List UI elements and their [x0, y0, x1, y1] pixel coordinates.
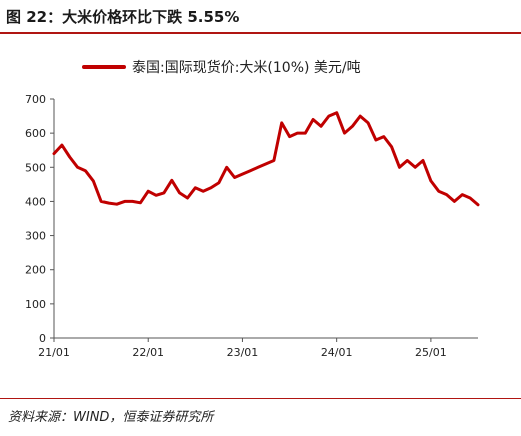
y-tick-label: 100 — [25, 298, 46, 311]
y-tick-label: 600 — [25, 127, 46, 140]
y-tick-label: 700 — [25, 93, 46, 106]
source-note: 资料来源：WIND，恒泰证券研究所 — [8, 410, 214, 425]
y-tick-label: 500 — [25, 161, 46, 174]
chart-legend: 泰国:国际现货价:大米(10%) 美元/吨 — [0, 56, 521, 80]
line-chart: 0 100 200 300 400 500 600 700 21/01 22/01 23/01 24/… — [25, 93, 480, 359]
x-tick-label: 21/01 — [38, 346, 70, 359]
x-tick-label: 24/01 — [321, 346, 353, 359]
series-line — [52, 111, 480, 207]
x-tick-label: 22/01 — [132, 346, 164, 359]
y-tick-label: 0 — [39, 332, 46, 345]
x-tick-label: 25/01 — [415, 346, 447, 359]
header-rule — [0, 32, 521, 34]
x-tick-label: 23/01 — [227, 346, 259, 359]
figure-header: 图 22：大米价格环比下跌 5.55% — [0, 0, 521, 34]
legend-swatch — [82, 65, 126, 69]
footer-rule — [0, 398, 521, 399]
figure-title: 图 22：大米价格环比下跌 5.55% — [6, 8, 240, 26]
y-tick-label: 300 — [25, 230, 46, 243]
legend-label: 泰国:国际现货价:大米(10%) 美元/吨 — [132, 60, 361, 76]
y-tick-label: 200 — [25, 264, 46, 277]
y-tick-label: 400 — [25, 195, 46, 208]
